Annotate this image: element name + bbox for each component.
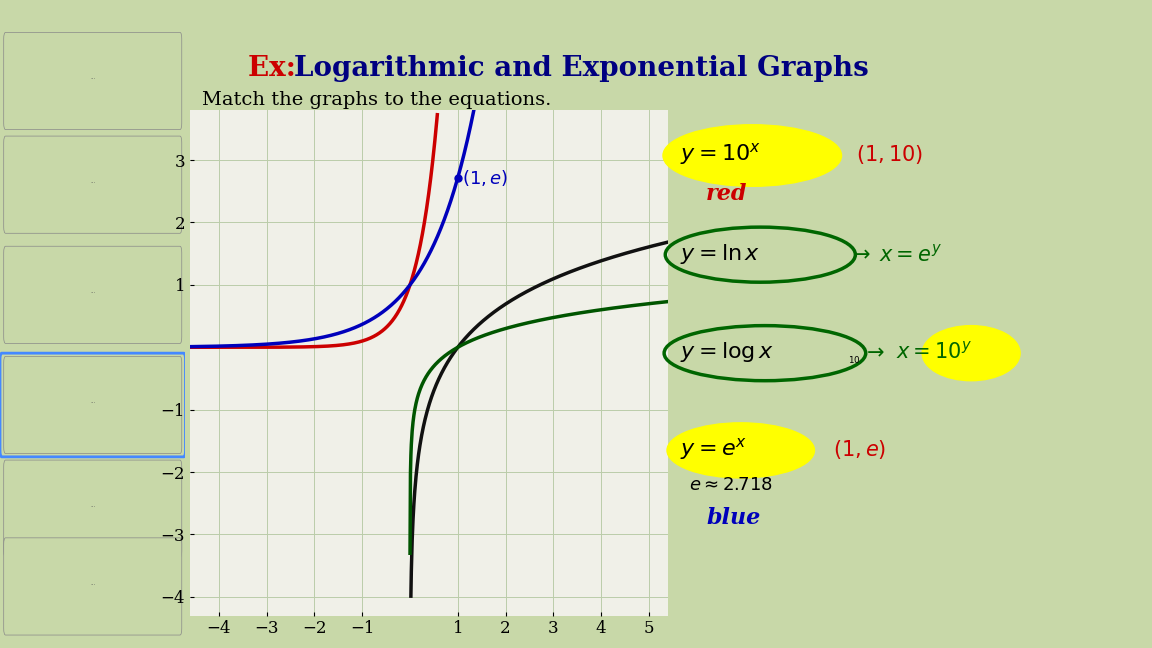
Text: ...: ...: [90, 75, 96, 80]
Text: ...: ...: [90, 581, 96, 586]
Text: $x = 10^y$: $x = 10^y$: [896, 341, 972, 363]
FancyBboxPatch shape: [3, 460, 182, 557]
FancyBboxPatch shape: [3, 246, 182, 343]
Text: ...: ...: [90, 503, 96, 508]
Text: $\to$: $\to$: [862, 342, 885, 362]
FancyBboxPatch shape: [3, 356, 182, 454]
Text: $e \approx 2.718$: $e \approx 2.718$: [689, 476, 773, 494]
Text: red: red: [706, 183, 748, 205]
Text: $(1,e)$: $(1,e)$: [462, 168, 508, 188]
Ellipse shape: [664, 124, 841, 187]
Ellipse shape: [667, 423, 814, 478]
Text: $_{10}$: $_{10}$: [848, 353, 861, 366]
Text: $y = \ln x$: $y = \ln x$: [680, 242, 760, 266]
Text: blue: blue: [706, 507, 760, 529]
Text: ...: ...: [90, 179, 96, 184]
FancyBboxPatch shape: [3, 538, 182, 635]
Text: $(1, 10)$: $(1, 10)$: [856, 143, 923, 166]
Text: ...: ...: [90, 289, 96, 294]
Text: Ex:: Ex:: [248, 54, 305, 82]
Text: Match the graphs to the equations.: Match the graphs to the equations.: [202, 91, 551, 110]
Text: $y = \log x$: $y = \log x$: [680, 340, 774, 364]
Text: $y = 10^x$: $y = 10^x$: [680, 141, 760, 167]
Text: ...: ...: [90, 399, 96, 404]
FancyBboxPatch shape: [3, 136, 182, 233]
Text: Logarithmic and Exponential Graphs: Logarithmic and Exponential Graphs: [294, 54, 869, 82]
Text: $y = e^x$: $y = e^x$: [680, 436, 746, 462]
Ellipse shape: [922, 325, 1021, 381]
Text: $(1, e)$: $(1, e)$: [833, 437, 886, 461]
FancyBboxPatch shape: [3, 32, 182, 130]
Text: $x = e^y$: $x = e^y$: [879, 243, 942, 265]
Text: $\to$: $\to$: [848, 244, 871, 264]
